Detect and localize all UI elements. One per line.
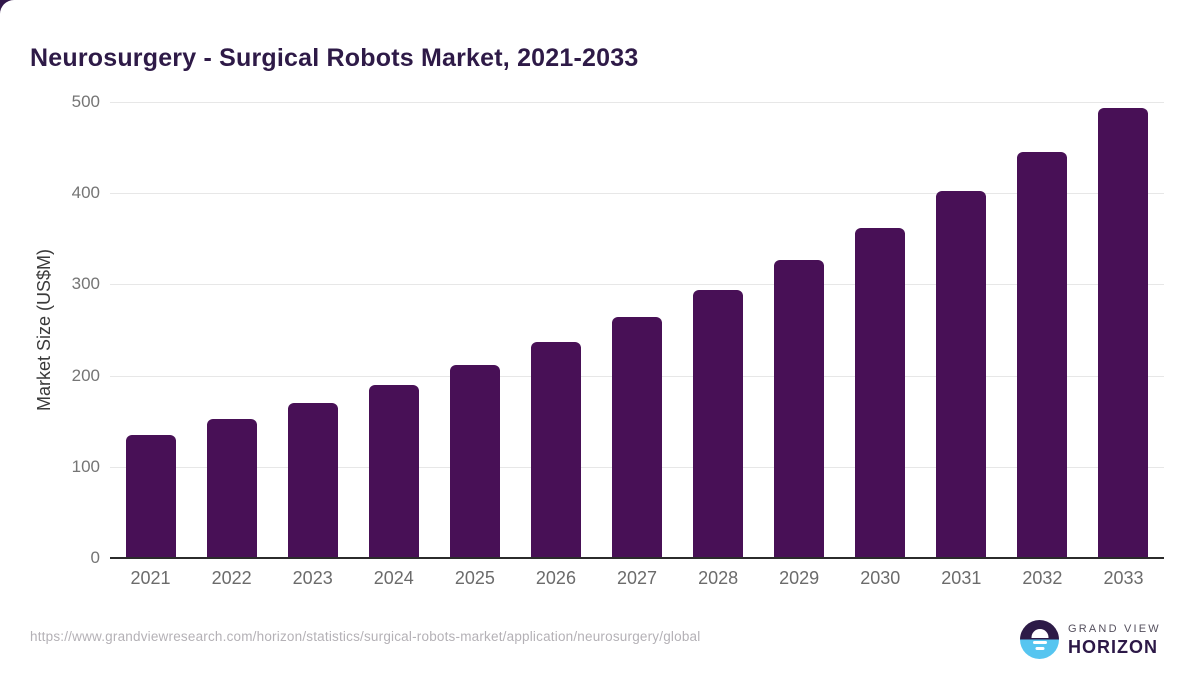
bar-slot-2029 <box>759 102 840 558</box>
gridline-400 <box>110 193 1164 195</box>
bar-2028 <box>693 289 744 558</box>
bar-2021 <box>125 434 176 558</box>
y-tick-label-300: 300 <box>71 274 100 294</box>
x-tick-label-2031: 2031 <box>941 568 982 588</box>
x-axis-tick-labels: 2021 2022 2023 2024 2025 2026 2027 2028 2029 2030… <box>110 568 1164 589</box>
x-tick-label-2021: 2021 <box>130 568 171 588</box>
x-tick-label-2032: 2032 <box>1022 568 1063 588</box>
bar-2031 <box>936 191 987 558</box>
sun-dome-shape <box>1031 629 1048 638</box>
bar-2023 <box>287 402 338 558</box>
bar-slot-2024 <box>353 102 434 558</box>
bar-2032 <box>1017 152 1068 558</box>
x-tick-label-2025: 2025 <box>454 568 495 588</box>
grand-view-horizon-sunrise-icon <box>1020 620 1059 659</box>
grand-view-horizon-logo: GRAND VIEW HORIZON <box>1020 620 1161 659</box>
bar-slot-2025 <box>434 102 515 558</box>
y-tick-label-500: 500 <box>71 92 100 111</box>
bar-series <box>110 102 1164 558</box>
y-tick-label-0: 0 <box>90 548 100 567</box>
y-tick-label-100: 100 <box>71 456 100 476</box>
logo-brand-name: GRAND VIEW <box>1068 622 1161 635</box>
bar-2030 <box>855 227 906 558</box>
logo-text: GRAND VIEW HORIZON <box>1068 622 1161 657</box>
bar-slot-2028 <box>678 102 759 558</box>
source-url: https://www.grandviewresearch.com/horizo… <box>30 629 701 644</box>
x-axis-line <box>110 557 1164 559</box>
x-tick-label-2027: 2027 <box>616 568 658 588</box>
x-tick-label-2028: 2028 <box>698 568 739 588</box>
bar-slot-2027 <box>596 102 677 558</box>
bar-slot-2023 <box>272 102 353 558</box>
bar-2027 <box>612 317 662 558</box>
bar-slot-2026 <box>515 102 596 558</box>
plot-area <box>110 102 1164 558</box>
bar-slot-2032 <box>1002 102 1083 558</box>
bar-slot-2030 <box>840 102 921 558</box>
y-tick-label-400: 400 <box>71 183 100 203</box>
gridline-500 <box>110 102 1164 103</box>
bar-2025 <box>449 364 500 558</box>
gridline-300 <box>110 284 1164 286</box>
sun-reflection-line <box>1035 647 1044 650</box>
x-tick-label-2024: 2024 <box>373 568 414 588</box>
bar-slot-2033 <box>1083 102 1164 558</box>
bar-slot-2021 <box>110 102 191 558</box>
logo-product-name: HORIZON <box>1068 636 1158 657</box>
bar-2029 <box>774 259 825 558</box>
sun-reflection-line <box>1032 641 1047 644</box>
x-tick-label-2026: 2026 <box>535 568 576 588</box>
chart-title: Neurosurgery - Surgical Robots Market, 2… <box>30 43 639 72</box>
x-tick-label-2033: 2033 <box>1103 568 1144 588</box>
x-tick-label-2030: 2030 <box>860 568 901 588</box>
y-axis-tick-labels: 0 100 200 300 400 500 <box>0 0 100 675</box>
x-tick-label-2023: 2023 <box>292 568 333 588</box>
bar-slot-2022 <box>191 102 272 558</box>
bar-2026 <box>530 341 581 558</box>
bar-2024 <box>368 384 419 558</box>
bar-slot-2031 <box>921 102 1002 558</box>
y-tick-label-200: 200 <box>71 365 100 385</box>
x-tick-label-2029: 2029 <box>779 568 820 588</box>
bar-2033 <box>1098 108 1149 558</box>
bar-2022 <box>206 419 257 558</box>
rounded-corner-artifact <box>0 0 28 28</box>
x-tick-label-2022: 2022 <box>211 568 252 588</box>
